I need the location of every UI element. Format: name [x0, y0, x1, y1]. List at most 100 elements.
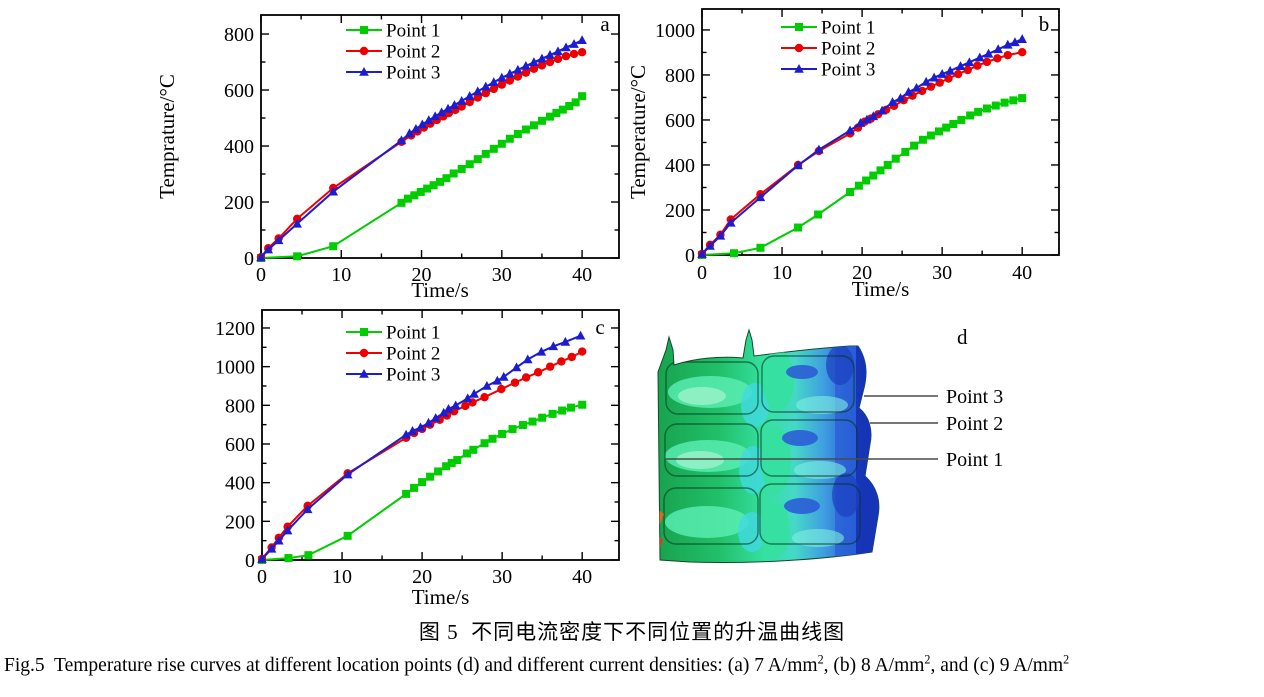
y-tick-label: 0	[245, 550, 255, 572]
x-tick-label: 40	[572, 264, 592, 286]
data-point-marker	[545, 50, 555, 59]
data-point-marker	[481, 149, 490, 158]
series-point-1	[698, 94, 1027, 259]
caption-text: Fig.5 Temperature rise curves at differe…	[4, 655, 818, 676]
caption-superscript: 2	[1063, 652, 1070, 667]
legend-label: Point 1	[821, 18, 875, 39]
y-tick-label: 1000	[215, 357, 255, 379]
caption-text: , and (c) 9 A/mm	[930, 655, 1064, 676]
data-point-marker	[862, 176, 871, 185]
data-point-marker	[565, 101, 574, 110]
data-point-marker	[697, 249, 707, 258]
plot-frame	[260, 14, 620, 259]
data-point-marker	[521, 125, 530, 134]
data-point-marker	[498, 371, 509, 381]
data-point-marker	[991, 101, 1000, 110]
data-point-marker	[482, 380, 492, 390]
data-point-marker	[434, 467, 443, 476]
data-point-marker	[966, 111, 975, 120]
data-point-marker	[528, 417, 537, 426]
data-point-marker	[473, 155, 482, 164]
legend-marker	[794, 64, 804, 73]
data-point-marker	[957, 115, 966, 124]
contour-detail-blobs	[658, 330, 879, 563]
legend-marker	[359, 369, 369, 378]
legend-label: Point 2	[386, 42, 440, 63]
data-point-marker	[545, 57, 555, 67]
data-point-marker	[845, 125, 855, 135]
x-tick-label: 20	[412, 566, 432, 588]
data-point-marker	[949, 120, 958, 129]
data-point-marker	[538, 413, 547, 422]
data-point-marker	[993, 44, 1003, 54]
legend-label: Point 3	[386, 63, 440, 84]
data-point-marker	[464, 91, 475, 100]
data-point-marker	[533, 368, 543, 377]
data-point-marker	[418, 478, 427, 487]
y-tick-label: 600	[224, 80, 254, 102]
data-point-marker	[423, 115, 434, 125]
legend-label: Point 2	[821, 39, 875, 60]
panel-letter-c: c	[595, 315, 604, 339]
data-point-marker	[510, 378, 520, 387]
data-point-marker	[511, 362, 522, 372]
data-point-marker	[937, 69, 947, 78]
caption-superscript: 2	[924, 652, 931, 667]
data-point-marker	[929, 72, 939, 82]
data-point-marker	[569, 39, 579, 48]
legend-marker	[359, 348, 369, 358]
legend-marker	[794, 43, 804, 53]
data-point-marker	[449, 100, 460, 109]
x-axis-title: Time/s	[411, 278, 469, 300]
data-point-marker	[513, 129, 522, 138]
data-point-marker	[257, 554, 267, 563]
data-point-marker	[726, 217, 736, 227]
data-point-marker	[411, 123, 421, 133]
data-point-marker	[521, 373, 531, 382]
data-point-marker	[273, 235, 284, 245]
x-tick-label: 40	[572, 566, 592, 588]
data-point-marker	[469, 388, 479, 398]
data-point-marker	[577, 347, 587, 356]
data-point-marker	[480, 81, 491, 91]
data-point-marker	[575, 330, 586, 340]
data-point-marker	[877, 105, 887, 115]
data-point-marker	[557, 357, 566, 366]
data-point-marker	[492, 375, 503, 385]
data-point-marker	[1002, 39, 1013, 49]
series-point-3	[256, 35, 587, 262]
data-point-marker	[548, 409, 557, 418]
data-point-marker	[442, 462, 451, 471]
data-point-marker	[462, 393, 473, 403]
y-tick-label: 600	[225, 434, 255, 456]
data-point-marker	[1003, 50, 1012, 60]
data-point-marker	[522, 354, 533, 364]
data-point-marker	[945, 65, 955, 75]
data-point-marker	[944, 74, 953, 83]
data-point-marker	[862, 114, 872, 124]
data-point-marker	[974, 107, 983, 116]
legend-label: Point 1	[386, 21, 440, 42]
x-tick-label: 10	[332, 566, 352, 588]
data-point-marker	[1010, 37, 1020, 47]
x-tick-label: 40	[1012, 262, 1032, 284]
data-point-marker	[410, 191, 419, 200]
data-point-marker	[569, 49, 579, 59]
data-point-marker	[456, 95, 467, 105]
data-point-marker	[415, 422, 426, 432]
data-point-marker	[934, 127, 943, 136]
annotation-label-point-2: Point 2	[946, 413, 1003, 435]
data-point-marker	[755, 192, 766, 202]
data-point-marker	[304, 551, 313, 560]
data-point-marker	[302, 504, 313, 514]
data-point-marker	[497, 139, 506, 148]
data-point-marker	[430, 111, 440, 121]
data-point-marker	[505, 134, 514, 143]
data-point-marker	[461, 401, 470, 411]
data-point-marker	[292, 218, 302, 228]
data-point-marker	[513, 72, 523, 81]
y-axis-title: Temperature/°C	[630, 65, 650, 199]
data-point-marker	[284, 554, 293, 563]
data-point-marker	[529, 57, 539, 67]
